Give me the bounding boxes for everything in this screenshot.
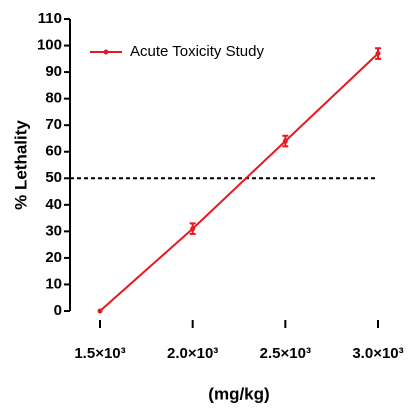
y-tick-label: 20 <box>45 249 62 266</box>
x-tick-label: 2.0×10³ <box>167 345 218 362</box>
data-point <box>97 308 103 314</box>
y-tick-label: 30 <box>45 222 62 239</box>
y-tick-label: 90 <box>45 63 62 80</box>
y-tick-label: 10 <box>45 275 62 292</box>
y-tick-label: 40 <box>45 196 62 213</box>
y-tick-label: 70 <box>45 116 62 133</box>
legend-marker <box>103 49 109 55</box>
data-line <box>99 52 379 312</box>
y-tick-label: 0 <box>54 302 62 319</box>
y-tick-label: 80 <box>45 90 62 107</box>
data-point <box>375 51 381 57</box>
y-axis-label: % Lethality <box>11 120 30 210</box>
y-tick-label: 60 <box>45 143 62 160</box>
y-tick-label: 50 <box>45 169 62 186</box>
x-tick-label: 2.5×10³ <box>260 345 311 362</box>
x-tick-label: 1.5×10³ <box>74 345 125 362</box>
data-point <box>190 226 196 232</box>
x-axis-label: (mg/kg) <box>208 384 269 403</box>
data-point <box>282 138 288 144</box>
legend-label: Acute Toxicity Study <box>130 43 264 60</box>
y-tick-label: 110 <box>38 10 62 27</box>
x-tick-label: 3.0×10³ <box>352 345 403 362</box>
y-tick-label: 100 <box>37 37 62 54</box>
